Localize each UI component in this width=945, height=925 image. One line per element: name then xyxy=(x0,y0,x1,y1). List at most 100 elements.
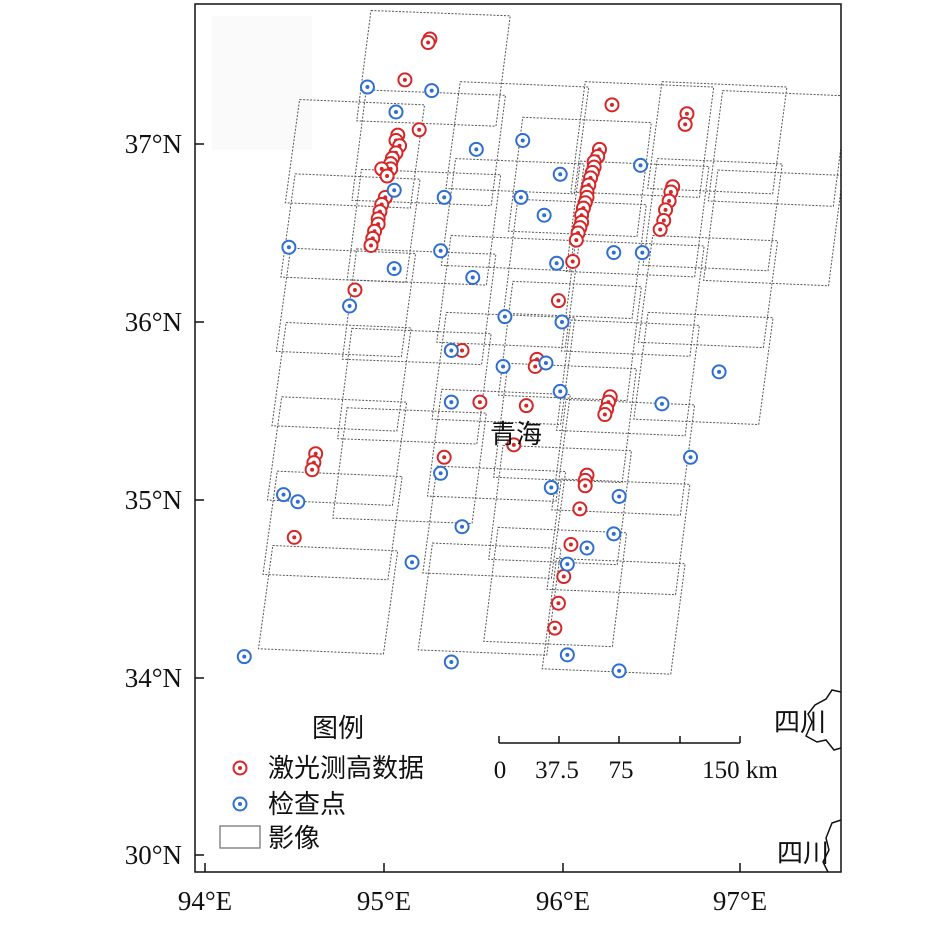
lon-tick-label: 94°E xyxy=(178,886,232,916)
lat-tick-label: 30°N xyxy=(125,840,182,870)
laser-point xyxy=(568,232,584,248)
laser-point xyxy=(472,394,488,410)
legend-check-symbol xyxy=(232,796,248,812)
check-points xyxy=(236,79,727,679)
check-point xyxy=(454,519,470,535)
image-footprint xyxy=(271,321,412,432)
legend-check-label: 检查点 xyxy=(268,790,346,820)
image-footprint xyxy=(556,319,700,437)
laser-point xyxy=(347,282,363,298)
image-footprint xyxy=(431,311,576,426)
check-point xyxy=(433,243,449,259)
image-footprint xyxy=(257,544,399,655)
laser-point xyxy=(677,116,693,132)
laser-point xyxy=(547,620,563,636)
check-point xyxy=(468,141,484,157)
image-footprint xyxy=(488,444,633,566)
image-footprint xyxy=(541,557,686,675)
lon-tick-label: 95°E xyxy=(357,886,411,916)
image-footprint xyxy=(502,198,647,320)
lat-tick-label: 36°N xyxy=(125,307,182,337)
image-footprint xyxy=(551,399,696,516)
image-footprint xyxy=(275,247,417,358)
check-point xyxy=(711,364,727,380)
laser-point xyxy=(652,221,668,237)
check-point xyxy=(443,654,459,670)
image-footprint xyxy=(341,248,497,366)
check-point xyxy=(654,396,670,412)
image-footprint xyxy=(332,407,487,525)
laser-point xyxy=(304,462,320,478)
image-footprint xyxy=(507,116,652,238)
image-footprint xyxy=(346,168,502,286)
laser-altimetry-points xyxy=(286,31,695,636)
laser-point xyxy=(572,501,588,517)
region-label-sichuan-lower: 四川 xyxy=(777,839,829,869)
image-footprint xyxy=(337,327,492,445)
check-point xyxy=(633,157,649,173)
check-point xyxy=(404,554,420,570)
image-footprint xyxy=(426,388,571,502)
scale-label: 0 xyxy=(494,757,507,784)
laser-point xyxy=(506,437,522,453)
check-point xyxy=(634,245,650,261)
legend-laser-label: 激光测高数据 xyxy=(268,754,424,784)
image-footprint xyxy=(445,81,590,195)
check-point xyxy=(436,189,452,205)
image-footprint xyxy=(440,158,585,272)
image-footprint xyxy=(422,465,567,579)
image-footprints xyxy=(257,9,841,675)
image-footprint xyxy=(417,542,562,656)
check-point xyxy=(559,556,575,572)
image-footprint xyxy=(637,234,779,349)
laser-point xyxy=(565,253,581,269)
laser-point xyxy=(397,72,413,88)
check-point xyxy=(515,132,531,148)
image-footprint xyxy=(356,9,511,127)
check-point xyxy=(552,383,568,399)
lon-tick-label: 96°E xyxy=(536,886,590,916)
check-point xyxy=(559,647,575,663)
laser-point xyxy=(550,595,566,611)
image-footprint xyxy=(493,362,638,484)
check-point xyxy=(443,394,459,410)
check-point xyxy=(606,526,622,542)
scale-label: 150 km xyxy=(702,757,778,784)
check-point xyxy=(386,182,402,198)
check-point xyxy=(513,189,529,205)
image-footprint xyxy=(707,90,841,207)
image-footprint xyxy=(546,478,691,596)
image-footprint xyxy=(284,98,426,209)
image-footprint xyxy=(351,89,507,207)
check-point xyxy=(606,245,622,261)
check-point xyxy=(549,255,565,271)
laser-point xyxy=(286,529,302,545)
image-footprint xyxy=(703,169,841,287)
check-point xyxy=(281,239,297,255)
image-footprint xyxy=(647,81,788,195)
province-boundary-lower xyxy=(822,819,842,873)
lat-tick-label: 35°N xyxy=(125,485,182,515)
image-footprint xyxy=(436,234,581,349)
image-footprint xyxy=(570,81,715,198)
check-point xyxy=(611,663,627,679)
check-point xyxy=(554,314,570,330)
laser-point xyxy=(556,569,572,585)
check-point xyxy=(433,465,449,481)
region-label-qinghai: 青海 xyxy=(490,420,542,450)
laser-point xyxy=(436,449,452,465)
check-point xyxy=(579,540,595,556)
legend-title: 图例 xyxy=(312,714,364,744)
laser-point xyxy=(563,537,579,552)
lat-axis xyxy=(195,143,204,856)
lat-tick-label: 37°N xyxy=(125,129,182,159)
check-point xyxy=(359,79,375,95)
check-point xyxy=(543,480,559,496)
legend: 图例 激光测高数据 检查点 影像 xyxy=(219,714,424,854)
scale-label: 75 xyxy=(609,757,634,784)
lon-tick-label: 97°E xyxy=(713,886,767,916)
laser-point xyxy=(518,398,534,414)
check-point xyxy=(276,487,292,503)
laser-point xyxy=(597,407,613,423)
